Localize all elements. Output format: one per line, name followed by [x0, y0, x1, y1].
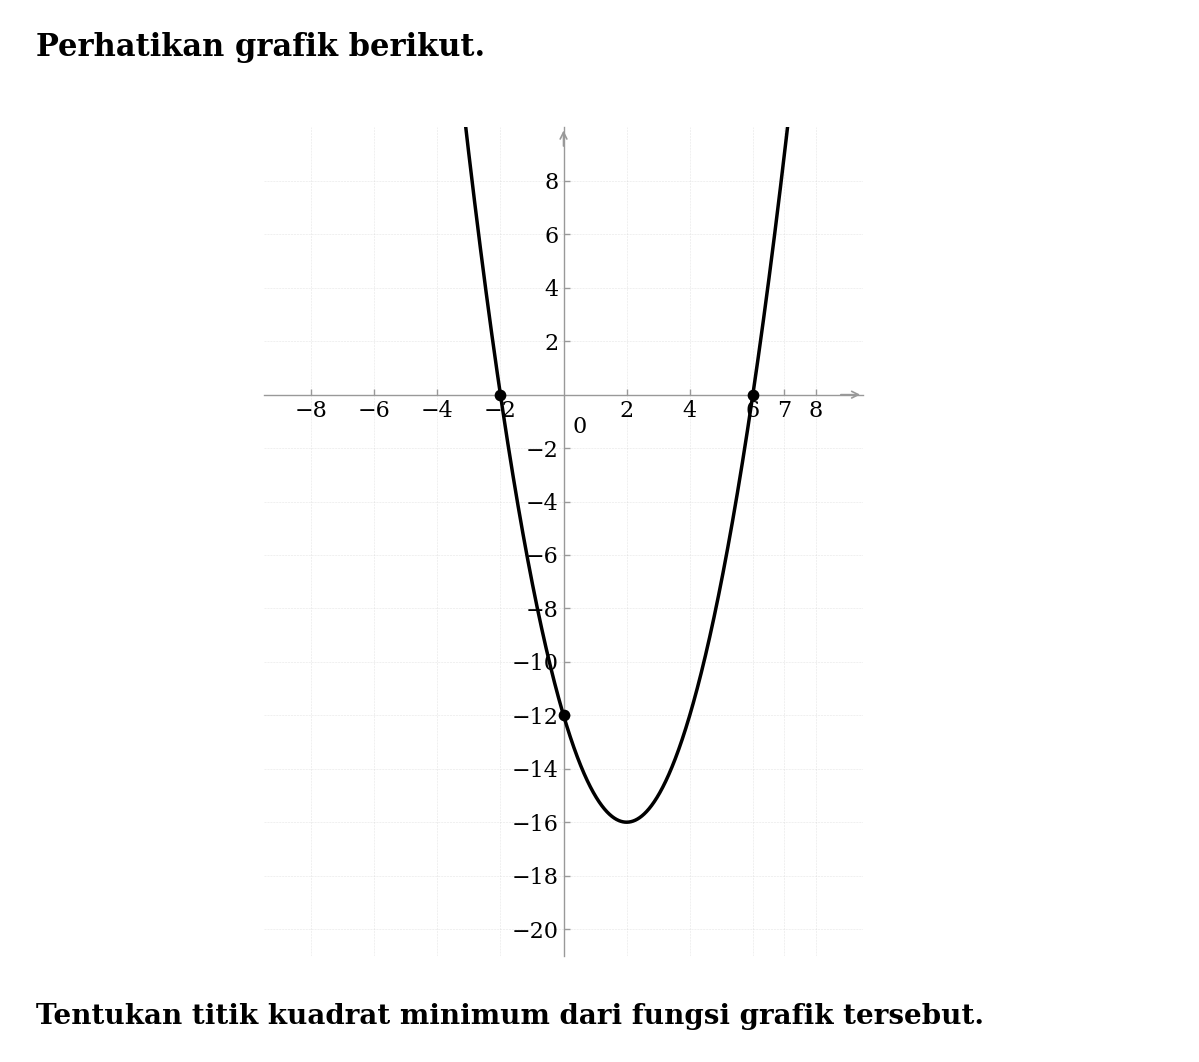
Point: [743, 387, 763, 404]
Text: 0: 0: [573, 416, 588, 438]
Text: Tentukan titik kuadrat minimum dari fungsi grafik tersebut.: Tentukan titik kuadrat minimum dari fung…: [36, 1004, 984, 1030]
Point: [554, 707, 573, 724]
Text: Perhatikan grafik berikut.: Perhatikan grafik berikut.: [36, 32, 486, 63]
Point: [490, 387, 510, 404]
